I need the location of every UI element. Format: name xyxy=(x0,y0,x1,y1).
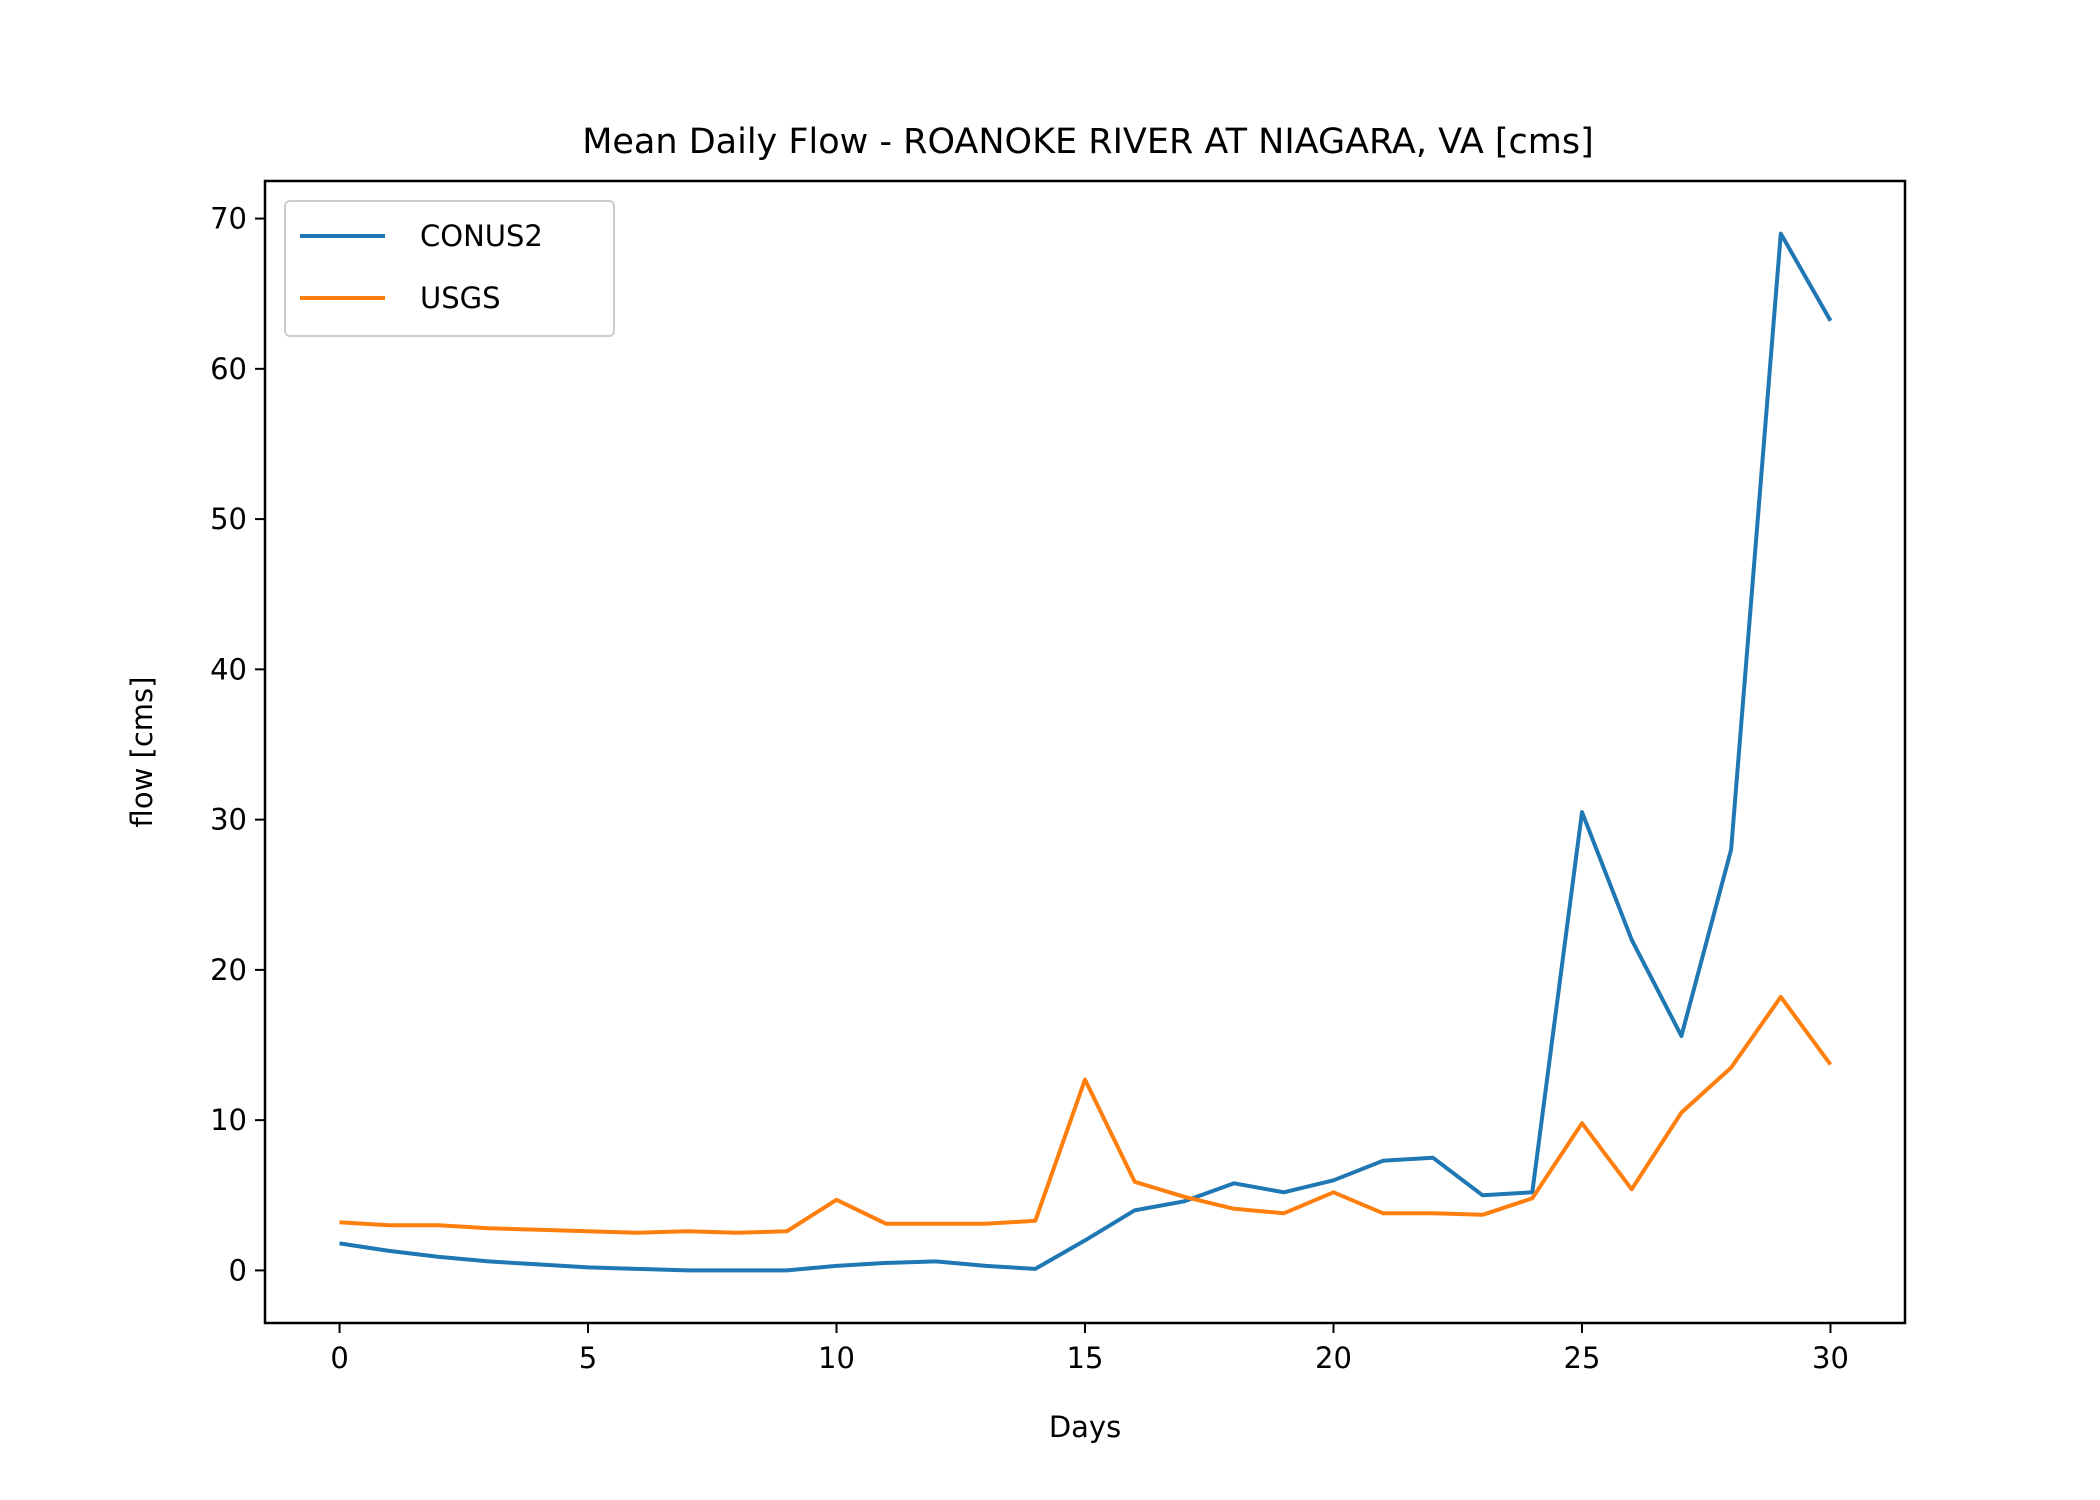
x-tick-label: 25 xyxy=(1564,1341,1601,1375)
y-tick-label: 60 xyxy=(210,352,247,386)
y-axis: 0 10 20 30 40 50 60 70 xyxy=(210,202,265,1287)
y-tick-label: 10 xyxy=(210,1103,247,1137)
series-line-usgs xyxy=(339,994,1833,1235)
y-tick-label: 20 xyxy=(210,953,247,987)
x-tick-label: 5 xyxy=(579,1341,597,1375)
y-tick-label: 30 xyxy=(210,803,247,837)
chart-title: Mean Daily Flow - ROANOKE RIVER AT NIAGA… xyxy=(582,122,1594,162)
x-tick-label: 30 xyxy=(1812,1341,1849,1375)
series-layer xyxy=(339,231,1833,1273)
legend-label: CONUS2 xyxy=(420,219,543,253)
series-line-conus2 xyxy=(339,231,1833,1273)
legend: CONUS2 USGS xyxy=(284,200,615,337)
legend-label: USGS xyxy=(420,281,501,315)
x-axis-label: Days xyxy=(1049,1410,1121,1444)
x-tick-label: 0 xyxy=(330,1341,348,1375)
x-tick-label: 15 xyxy=(1067,1341,1104,1375)
x-axis: 0 5 10 15 20 25 30 xyxy=(330,1323,1849,1375)
x-tick-label: 20 xyxy=(1315,1341,1352,1375)
y-axis-label: flow [cms] xyxy=(125,677,159,828)
y-tick-label: 70 xyxy=(210,202,247,236)
y-tick-label: 40 xyxy=(210,652,247,686)
plot-area-frame xyxy=(263,179,1907,1325)
y-tick-label: 50 xyxy=(210,502,247,536)
y-tick-label: 0 xyxy=(229,1253,247,1287)
x-tick-label: 10 xyxy=(818,1341,855,1375)
